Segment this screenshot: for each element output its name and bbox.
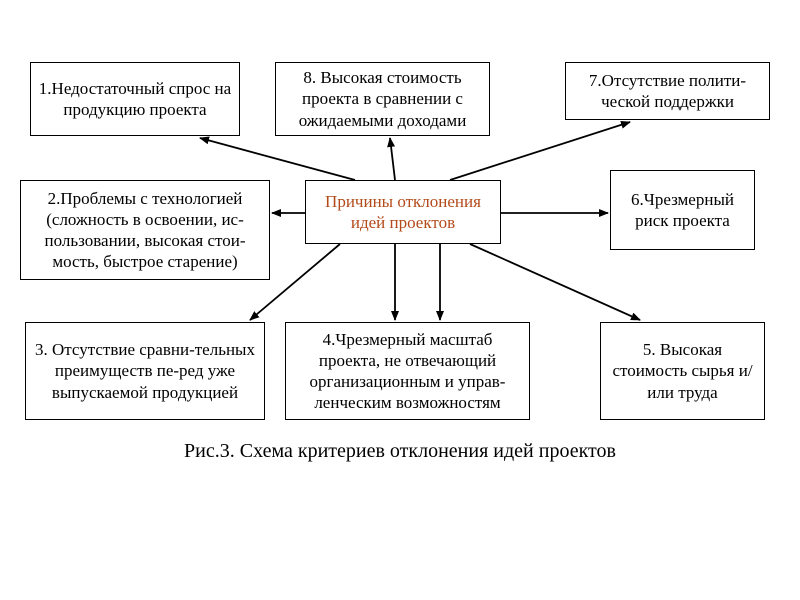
- node-7: 7.Отсутствие полити-ческой поддержки: [565, 62, 770, 120]
- node-7-label: 7.Отсутствие полити-ческой поддержки: [572, 70, 763, 113]
- edge-arrow: [390, 138, 395, 180]
- node-2-label: 2.Проблемы с технологией (сложность в ос…: [27, 188, 263, 273]
- node-2: 2.Проблемы с технологией (сложность в ос…: [20, 180, 270, 280]
- center-node-label: Причины отклонения идей проектов: [312, 191, 494, 234]
- node-1-label: 1.Недостаточный спрос на продукцию проек…: [37, 78, 233, 121]
- node-6: 6.Чрезмерный риск проекта: [610, 170, 755, 250]
- node-5-label: 5. Высокая стоимость сырья и/или труда: [607, 339, 758, 403]
- node-8-label: 8. Высокая стоимость проекта в сравнении…: [282, 67, 483, 131]
- figure-caption: Рис.3. Схема критериев отклонения идей п…: [0, 440, 800, 463]
- edge-arrow: [200, 138, 355, 180]
- node-1: 1.Недостаточный спрос на продукцию проек…: [30, 62, 240, 136]
- node-8: 8. Высокая стоимость проекта в сравнении…: [275, 62, 490, 136]
- node-3-label: 3. Отсутствие сравни-тельных преимуществ…: [32, 339, 258, 403]
- figure-caption-text: Рис.3. Схема критериев отклонения идей п…: [184, 440, 616, 462]
- node-4: 4.Чрезмерный масштаб проекта, не отвечаю…: [285, 322, 530, 420]
- edge-arrow: [470, 244, 640, 320]
- node-6-label: 6.Чрезмерный риск проекта: [617, 189, 748, 232]
- center-node: Причины отклонения идей проектов: [305, 180, 501, 244]
- node-4-label: 4.Чрезмерный масштаб проекта, не отвечаю…: [292, 329, 523, 414]
- node-5: 5. Высокая стоимость сырья и/или труда: [600, 322, 765, 420]
- node-3: 3. Отсутствие сравни-тельных преимуществ…: [25, 322, 265, 420]
